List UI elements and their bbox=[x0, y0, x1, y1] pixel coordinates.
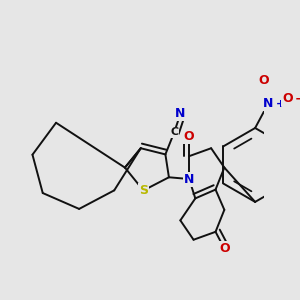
Text: O: O bbox=[219, 242, 230, 255]
Text: O: O bbox=[282, 92, 293, 106]
Text: +: + bbox=[276, 99, 285, 109]
Text: C: C bbox=[170, 128, 178, 137]
Text: −: − bbox=[295, 92, 300, 106]
Text: S: S bbox=[139, 184, 148, 197]
Text: N: N bbox=[263, 97, 274, 110]
Text: O: O bbox=[184, 130, 194, 143]
Text: N: N bbox=[184, 172, 194, 185]
Text: N: N bbox=[175, 107, 185, 120]
Text: O: O bbox=[259, 74, 269, 87]
